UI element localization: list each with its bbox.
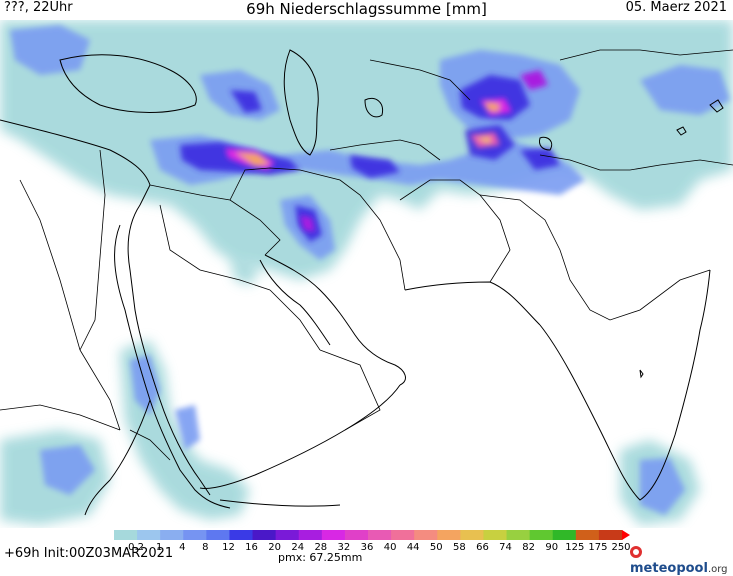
colorbar-swatch (344, 530, 369, 540)
legend-footer: 0.2 1 4 8 12 16 20 24 28 32 36 40 44 50 58 66 74 82 90 125 1… (0, 526, 733, 576)
colorbar-tick-label: 74 (499, 542, 512, 553)
colorbar-swatch (460, 530, 484, 540)
colorbar-tick-label: 250 (611, 542, 630, 553)
country-borders (0, 49, 733, 461)
colorbar-swatch (598, 530, 623, 540)
colorbar-tick-label: 36 (361, 542, 374, 553)
colorbar-swatch (275, 530, 300, 540)
colorbar-tick-label: 125 (565, 542, 584, 553)
colorbar-swatch (437, 530, 461, 540)
precip-intense-cores (225, 70, 548, 232)
colorbar-tick-label: 28 (314, 542, 327, 553)
logo-main-text: meteopool (630, 561, 708, 576)
colorbar-tick-label: 40 (384, 542, 397, 553)
colorbar-tick-label: 24 (291, 542, 304, 553)
colorbar-swatch (368, 530, 392, 540)
colorbar-swatch (229, 530, 254, 540)
map-title: 69h Niederschlagssumme [mm] (246, 0, 487, 18)
colorbar-swatch (298, 530, 323, 540)
colorbar-tick-label: 50 (430, 542, 443, 553)
valid-date-label: 05. Maerz 2021 (625, 0, 727, 15)
colorbar-swatch (137, 530, 161, 540)
colorbar-swatch (552, 530, 577, 540)
colorbar-swatch (575, 530, 600, 540)
colorbar-swatch (391, 530, 415, 540)
map-header: ???, 22Uhr 69h Niederschlagssumme [mm] 0… (0, 0, 733, 20)
colorbar-swatch (483, 530, 508, 540)
colorbar-tick-label: 16 (245, 542, 258, 553)
colorbar-tick-label: 20 (268, 542, 281, 553)
colorbar-overflow-arrow (622, 530, 630, 540)
colorbar-tick-label: 4 (179, 542, 185, 553)
precipitation-map (0, 20, 733, 528)
colorbar-tick-label: 66 (476, 542, 489, 553)
coastlines (0, 49, 724, 516)
colorbar-tick-label: 1 (156, 542, 162, 553)
colorbar-swatch (114, 530, 138, 540)
colorbar-swatch (321, 530, 346, 540)
colorbar-swatch (183, 530, 207, 540)
colorbar-tick-label: 58 (453, 542, 466, 553)
colorbar-tick-label: 44 (407, 542, 420, 553)
colorbar-swatch (506, 530, 531, 540)
colorbar-tick-label: 175 (588, 542, 607, 553)
colorbar-tick-label: 32 (338, 542, 351, 553)
model-run-label: +69h Init:00Z03MAR2021 (4, 546, 174, 561)
colorbar-tick-label: 0.2 (128, 542, 144, 553)
colorbar-swatch (206, 530, 230, 540)
meteopool-logo-icon (630, 546, 642, 558)
valid-time-label: ???, 22Uhr (4, 0, 73, 15)
colorbar-swatch (252, 530, 277, 540)
precipitation-colorbar: 0.2 1 4 8 12 16 20 24 28 32 36 40 44 50 58 66 74 82 90 125 1… (114, 530, 631, 553)
colorbar-tick-label: 82 (522, 542, 535, 553)
colorbar-swatch (414, 530, 438, 540)
meteopool-logo[interactable]: meteopool.org (630, 546, 733, 576)
max-precip-label: pmx: 67.25mm (278, 551, 363, 564)
colorbar-tick-label: 12 (222, 542, 235, 553)
colorbar-swatch (529, 530, 554, 540)
colorbar-tick-label: 90 (545, 542, 558, 553)
colorbar-swatch (160, 530, 184, 540)
colorbar-tick-label: 8 (202, 542, 208, 553)
